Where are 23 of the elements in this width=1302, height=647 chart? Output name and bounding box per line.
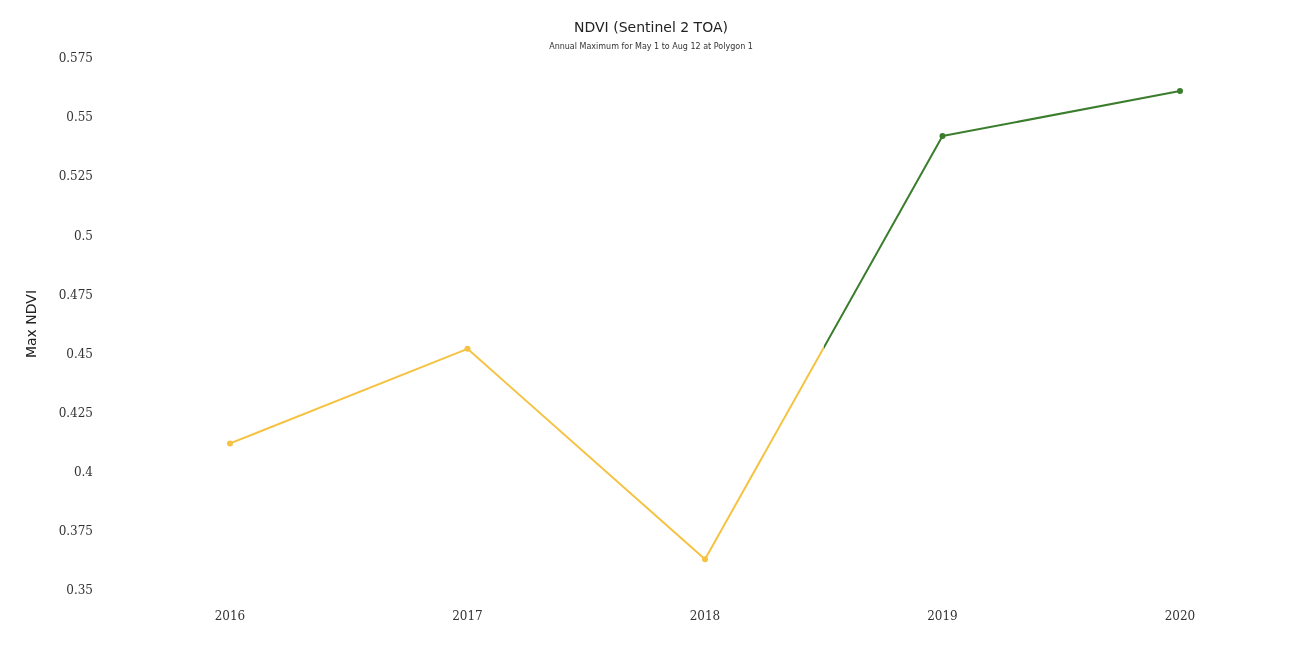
point — [939, 133, 946, 140]
x-tick-label: 2017 — [452, 609, 483, 623]
point — [464, 345, 471, 352]
y-axis-title: Max NDVI — [23, 289, 39, 359]
y-tick-label: 0.5 — [73, 228, 93, 243]
x-tick-label: 2020 — [1164, 609, 1196, 623]
y-tick-label: 0.425 — [58, 405, 93, 420]
x-tick-label: 2016 — [214, 609, 246, 623]
chart-subtitle: Annual Maximum for May 1 to Aug 12 at Polygon 1 — [549, 42, 753, 51]
y-tick-label: 0.4 — [73, 464, 94, 479]
y-tick-label: 0.575 — [58, 51, 93, 66]
y-tick-label: 0.35 — [66, 583, 93, 598]
y-tick-label: 0.45 — [66, 346, 93, 361]
y-tick-label: 0.475 — [58, 287, 93, 302]
chart-title: NDVI (Sentinel 2 TOA) — [574, 19, 728, 35]
x-tick-label: 2018 — [689, 609, 721, 623]
y-tick-label: 0.525 — [58, 169, 93, 184]
y-tick-label: 0.375 — [58, 524, 93, 539]
y-tick-label: 0.55 — [66, 110, 93, 125]
point — [227, 440, 233, 447]
x-tick-label: 2019 — [927, 609, 958, 623]
point — [1177, 88, 1183, 95]
point — [702, 556, 708, 563]
